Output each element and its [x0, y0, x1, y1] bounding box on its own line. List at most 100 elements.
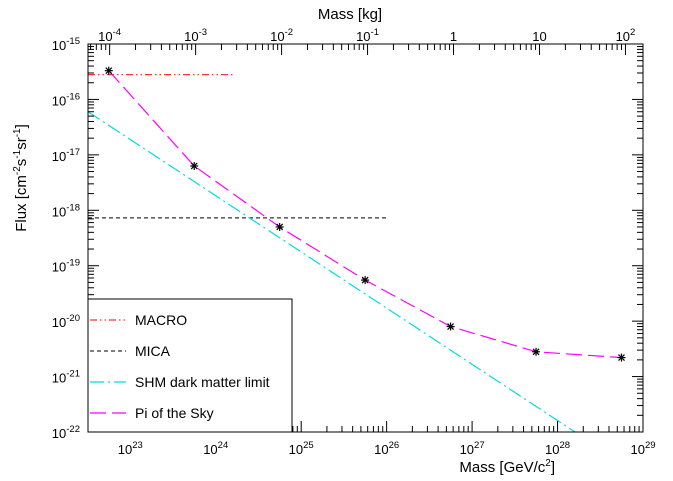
x-tick-label: 1026: [374, 440, 399, 457]
y-axis-title-tail: ]: [13, 124, 30, 128]
x-tick-label-exp: 26: [389, 440, 400, 451]
x-tick-label-base: 10: [289, 442, 303, 457]
x-tick-label-exp: 29: [645, 440, 656, 451]
marker-stroke: [276, 223, 284, 231]
x-tick-label-base: 10: [118, 442, 132, 457]
axis-titles: Mass [kg] Mass [GeV/c2] Flux [cm-2s-1sr-…: [12, 6, 555, 476]
y-axis-title-sup1: -2: [12, 166, 23, 175]
y-axis-title-sup3: -1: [12, 128, 23, 137]
data-point: [617, 353, 626, 362]
y-tick-label-base: 10: [52, 93, 66, 108]
top-x-tick-label-base: 1: [450, 29, 457, 44]
legend-label: SHM dark matter limit: [135, 374, 270, 390]
y-tick-label: 10-18: [52, 202, 80, 219]
x-axis-title: Mass [GeV/c2]: [459, 458, 555, 476]
y-tick-label: 10-21: [52, 369, 80, 386]
top-x-tick-label-base: 10: [270, 29, 284, 44]
x-tick-label: 1027: [460, 440, 485, 457]
x-tick-label: 1024: [203, 440, 228, 457]
y-tick-label-base: 10: [52, 426, 66, 441]
data-point: [446, 322, 455, 331]
y-tick-label-base: 10: [52, 38, 66, 53]
legend-label: MACRO: [135, 312, 187, 328]
data-point: [275, 222, 284, 231]
data-point: [361, 276, 370, 285]
y-tick-label: 10-20: [52, 313, 80, 330]
y-tick-label-exp: -17: [66, 147, 80, 158]
top-x-tick-label: 102: [616, 27, 636, 44]
y-tick-label-base: 10: [52, 260, 66, 275]
x-tick-label-exp: 25: [303, 440, 314, 451]
series-layer: [88, 66, 626, 432]
top-x-tick-label-base: 10: [184, 29, 198, 44]
marker-stroke: [105, 67, 113, 75]
x-axis-title-sup: 2: [545, 458, 551, 469]
top-x-tick-label-exp: -4: [113, 27, 121, 38]
marker-stroke: [532, 348, 540, 356]
marker-stroke: [618, 354, 625, 362]
data-point: [104, 66, 113, 75]
y-tick-label-exp: -15: [66, 36, 80, 47]
top-x-axis-title: Mass [kg]: [318, 6, 382, 23]
x-tick-label-exp: 24: [218, 440, 229, 451]
x-tick-label-exp: 23: [132, 440, 143, 451]
y-tick-label: 10-19: [52, 258, 80, 275]
y-axis-title-mid1: s: [13, 159, 30, 167]
legend-label: Pi of the Sky: [135, 405, 214, 421]
x-axis-title-tail: ]: [551, 459, 555, 476]
top-x-tick-label: 10-2: [270, 27, 293, 44]
data-point: [190, 161, 199, 170]
top-x-tick-label: 10-3: [184, 27, 207, 44]
legend-box: [87, 298, 293, 433]
y-tick-label: 10-17: [52, 147, 80, 164]
top-x-tick-label: 10-4: [98, 27, 121, 44]
y-tick-label-base: 10: [52, 149, 66, 164]
y-axis-title: Flux [cm-2s-1sr-1]: [12, 124, 30, 232]
top-x-tick-label: 10-1: [356, 27, 379, 44]
x-tick-label-base: 10: [460, 442, 474, 457]
top-x-tick-label: 10: [532, 29, 546, 44]
x-tick-label: 1029: [630, 440, 655, 457]
x-tick-label-base: 10: [545, 442, 559, 457]
y-tick-label-exp: -16: [66, 91, 80, 102]
y-tick-label-exp: -20: [66, 313, 80, 324]
x-tick-label-base: 10: [630, 442, 644, 457]
marker-stroke: [447, 323, 455, 330]
x-axis-title-text: Mass [GeV/c: [459, 459, 545, 476]
top-x-tick-label-base: 10: [532, 29, 546, 44]
y-tick-label: 10-16: [52, 91, 80, 108]
x-tick-label-exp: 27: [474, 440, 485, 451]
y-axis-title-sup2: -1: [12, 149, 23, 158]
y-tick-label: 10-22: [52, 424, 80, 441]
top-x-tick-label-exp: -2: [285, 27, 293, 38]
top-x-tick-label: 1: [450, 29, 457, 44]
x-tick-label: 1023: [118, 440, 143, 457]
y-tick-label-base: 10: [52, 315, 66, 330]
y-axis-title-text: Flux [cm: [13, 175, 30, 232]
y-tick-label-base: 10: [52, 204, 66, 219]
x-tick-label: 1028: [545, 440, 570, 457]
marker-stroke: [190, 162, 198, 170]
x-tick-label: 1025: [289, 440, 314, 457]
top-x-tick-label-base: 10: [616, 29, 630, 44]
legend: MACRO MICA SHM dark matter limit Pi of the …: [87, 298, 293, 433]
x-tick-label-exp: 28: [559, 440, 570, 451]
y-tick-label: 10-15: [52, 36, 80, 53]
y-tick-label-exp: -19: [66, 258, 80, 269]
x-tick-label-base: 10: [374, 442, 388, 457]
y-axis-title-mid2: sr: [13, 137, 30, 150]
x-tick-label-base: 10: [203, 442, 217, 457]
y-tick-label-exp: -18: [66, 202, 80, 213]
y-tick-label-exp: -21: [66, 369, 80, 380]
y-tick-label-exp: -22: [66, 424, 80, 435]
marker-stroke: [361, 276, 369, 284]
top-x-tick-label-exp: -3: [199, 27, 207, 38]
legend-label: MICA: [135, 343, 171, 359]
top-x-tick-label-base: 10: [356, 29, 370, 44]
series-line: [88, 111, 576, 432]
top-x-tick-label-base: 10: [98, 29, 112, 44]
y-tick-label-base: 10: [52, 371, 66, 386]
data-point: [532, 347, 541, 356]
